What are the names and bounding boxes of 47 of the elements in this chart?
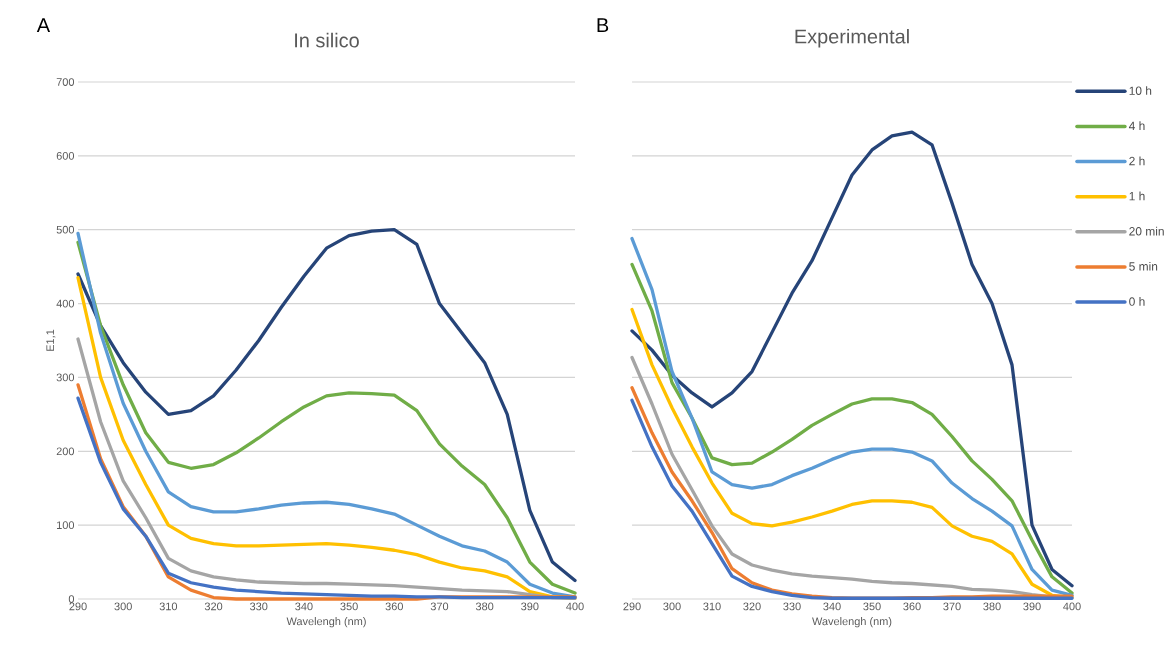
x-tick-label: 360	[385, 602, 403, 611]
line-series	[76, 337, 577, 600]
x-tick-label: 340	[823, 602, 841, 611]
x-tick-label: 290	[69, 602, 87, 611]
legend-label: 2 h	[1129, 156, 1145, 166]
legend-label: 20 min	[1129, 226, 1164, 236]
y-tick-label: 500	[56, 225, 75, 234]
y-tick-label: 700	[56, 78, 75, 86]
chart-title: In silico	[295, 32, 359, 48]
chart-title: Experimental	[795, 28, 909, 48]
legend-label: 1 h	[1129, 191, 1145, 201]
text: B	[597, 18, 609, 33]
x-axis-title: Wavelengh (nm)	[812, 617, 892, 628]
y-tick-label: 0	[68, 595, 75, 603]
x-tick-label: 380	[475, 602, 494, 611]
y-tick-label: 200	[56, 447, 75, 456]
x-tick-label: 370	[430, 602, 449, 611]
legend-label: 4 h	[1128, 121, 1145, 130]
y-tick-label: 400	[56, 299, 75, 308]
x-tick-label: 350	[863, 602, 881, 611]
x-tick-label: 310	[703, 602, 721, 611]
text: A	[36, 18, 51, 33]
x-tick-label: 330	[250, 602, 268, 611]
x-tick-label: 290	[623, 602, 641, 611]
legend-label: 10 h	[1129, 86, 1152, 95]
x-tick-label: 390	[521, 602, 539, 611]
x-tick-label: 370	[943, 602, 961, 611]
x-tick-label: 300	[114, 602, 132, 611]
y-axis-title: E1,1	[46, 329, 56, 351]
x-tick-label: 330	[783, 602, 801, 611]
x-tick-label: 360	[903, 602, 921, 611]
x-tick-label: 400	[566, 602, 584, 611]
legend-label: 5 min	[1129, 261, 1158, 271]
x-tick-label: 340	[295, 602, 313, 611]
y-tick-label: 100	[57, 521, 75, 530]
x-tick-label: 300	[663, 602, 681, 611]
x-tick-label: 310	[159, 602, 178, 611]
legend-label: 0 h	[1129, 297, 1145, 306]
x-tick-label: 320	[204, 602, 223, 611]
x-axis-title: Wavelengh (nm)	[286, 617, 366, 628]
x-tick-label: 380	[983, 602, 1001, 611]
y-tick-label: 300	[56, 373, 75, 382]
x-tick-label: 400	[1063, 602, 1081, 611]
x-tick-label: 320	[743, 602, 761, 611]
y-tick-label: 600	[56, 151, 75, 160]
x-tick-label: 390	[1023, 602, 1041, 611]
x-tick-label: 350	[340, 602, 358, 611]
